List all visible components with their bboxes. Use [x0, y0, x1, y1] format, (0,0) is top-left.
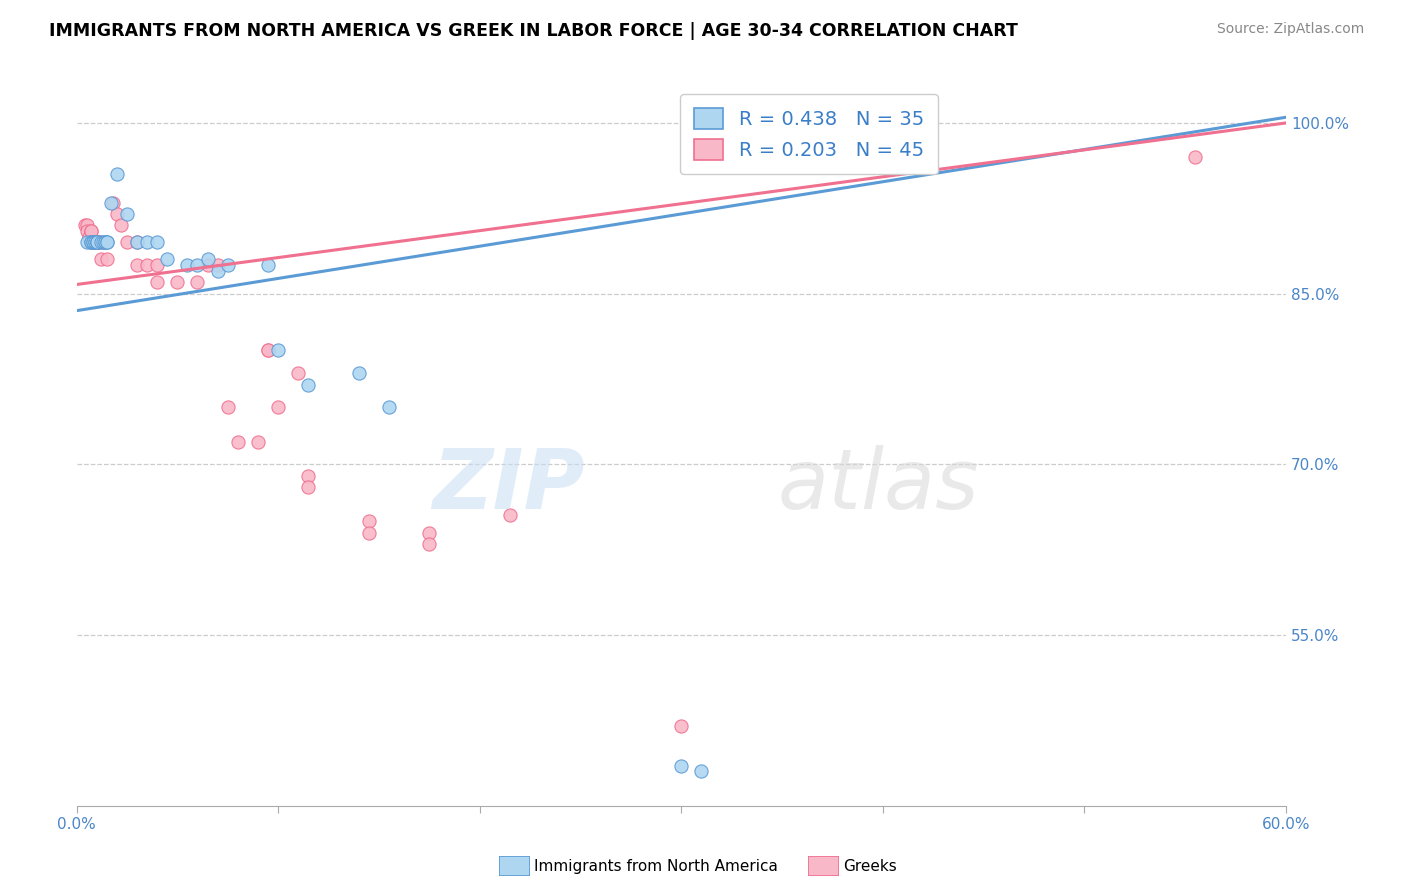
- Point: [671, 719, 693, 733]
- Point: [418, 525, 440, 540]
- Point: [1184, 150, 1206, 164]
- Point: [347, 366, 370, 380]
- Text: Greeks: Greeks: [844, 859, 897, 874]
- Point: [79, 235, 101, 250]
- Point: [100, 195, 122, 210]
- Point: [257, 343, 280, 358]
- Point: [125, 258, 148, 272]
- Text: Immigrants from North America: Immigrants from North America: [534, 859, 778, 874]
- Point: [105, 207, 128, 221]
- Point: [101, 195, 124, 210]
- Point: [94, 235, 117, 250]
- Point: [197, 258, 219, 272]
- Point: [136, 235, 159, 250]
- Point: [86, 235, 108, 250]
- Point: [76, 219, 98, 233]
- Point: [82, 235, 104, 250]
- Point: [96, 235, 118, 250]
- Point: [115, 235, 138, 250]
- Text: atlas: atlas: [778, 445, 980, 525]
- Point: [91, 235, 114, 250]
- Text: Source: ZipAtlas.com: Source: ZipAtlas.com: [1216, 22, 1364, 37]
- Point: [86, 235, 108, 250]
- Point: [287, 366, 309, 380]
- Point: [146, 258, 169, 272]
- Point: [110, 219, 132, 233]
- Point: [257, 258, 280, 272]
- Point: [79, 224, 101, 238]
- Point: [115, 207, 138, 221]
- Point: [226, 434, 249, 449]
- Text: IMMIGRANTS FROM NORTH AMERICA VS GREEK IN LABOR FORCE | AGE 30-34 CORRELATION CH: IMMIGRANTS FROM NORTH AMERICA VS GREEK I…: [49, 22, 1018, 40]
- Point: [125, 235, 148, 250]
- Point: [96, 235, 118, 250]
- Point: [86, 235, 108, 250]
- Point: [83, 235, 105, 250]
- Point: [297, 480, 319, 494]
- Point: [77, 229, 100, 244]
- Point: [690, 764, 713, 779]
- Point: [166, 275, 188, 289]
- Point: [136, 258, 159, 272]
- Point: [176, 258, 198, 272]
- Point: [297, 377, 319, 392]
- Point: [82, 235, 104, 250]
- Point: [499, 508, 522, 523]
- Legend: R = 0.438   N = 35, R = 0.203   N = 45: R = 0.438 N = 35, R = 0.203 N = 45: [681, 95, 938, 174]
- Point: [96, 252, 118, 267]
- Point: [357, 514, 380, 528]
- Point: [105, 167, 128, 181]
- Point: [207, 258, 229, 272]
- Point: [217, 401, 239, 415]
- Point: [267, 343, 290, 358]
- Point: [246, 434, 269, 449]
- Point: [257, 343, 280, 358]
- Point: [186, 258, 208, 272]
- Point: [186, 275, 208, 289]
- Point: [83, 235, 105, 250]
- Point: [146, 275, 169, 289]
- Point: [357, 525, 380, 540]
- Point: [76, 224, 98, 238]
- Point: [86, 235, 108, 250]
- Point: [125, 235, 148, 250]
- Point: [418, 537, 440, 551]
- Point: [82, 235, 104, 250]
- Point: [94, 235, 117, 250]
- Point: [79, 224, 101, 238]
- Point: [76, 235, 98, 250]
- Point: [267, 401, 290, 415]
- Text: ZIP: ZIP: [432, 445, 585, 525]
- Point: [73, 219, 96, 233]
- Point: [156, 252, 179, 267]
- Point: [87, 235, 110, 250]
- Point: [217, 258, 239, 272]
- Point: [207, 264, 229, 278]
- Point: [671, 758, 693, 772]
- Point: [87, 235, 110, 250]
- Point: [83, 235, 105, 250]
- Point: [378, 401, 401, 415]
- Point: [146, 235, 169, 250]
- Point: [79, 235, 101, 250]
- Point: [86, 235, 108, 250]
- Point: [297, 468, 319, 483]
- Point: [90, 235, 112, 250]
- Point: [82, 235, 104, 250]
- Point: [197, 252, 219, 267]
- Point: [79, 235, 101, 250]
- Point: [90, 252, 112, 267]
